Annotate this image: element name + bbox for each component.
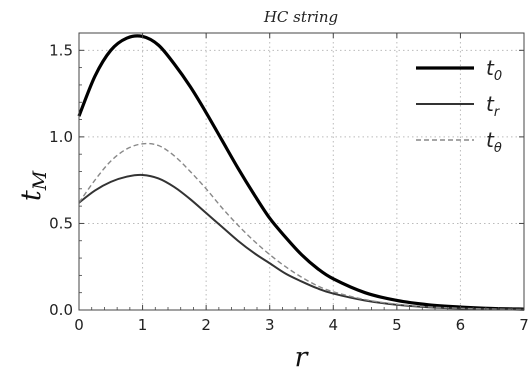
- legend-label: t0: [486, 56, 502, 84]
- x-tick-label: 1: [138, 316, 148, 334]
- legend-label: tθ: [486, 128, 502, 156]
- legend-label: tr: [486, 92, 501, 120]
- x-tick-label: 5: [392, 316, 402, 334]
- y-tick-label: 1.0: [49, 128, 73, 146]
- x-tick-label: 2: [201, 316, 211, 334]
- legend-label-main: t: [486, 56, 495, 80]
- series-layer: [77, 34, 525, 311]
- ticks: 0 1 2 3 4 5 6 7 0.0 0.5 1.0 1.5: [49, 32, 528, 334]
- x-tick-label: 3: [265, 316, 275, 334]
- legend-label-sub: θ: [494, 141, 502, 156]
- series-line-θ: [78, 142, 525, 311]
- legend-label-main: t: [486, 92, 495, 116]
- plot-frame: [78, 32, 525, 311]
- chart-title: HC string: [263, 8, 338, 26]
- y-tick-label: 1.5: [49, 41, 73, 59]
- y-axis-label-sub: M: [29, 170, 51, 191]
- legend-label-sub: 0: [494, 69, 502, 84]
- x-tick-label: 4: [329, 316, 339, 334]
- y-tick-label: 0.5: [49, 214, 73, 232]
- legend-label-main: t: [486, 128, 495, 152]
- y-axis-label: tM: [16, 170, 51, 201]
- x-tick-label: 6: [456, 316, 466, 334]
- series-line-0: [77, 34, 525, 311]
- y-tick-label: 0.0: [49, 301, 73, 319]
- x-tick-label: 0: [74, 316, 84, 334]
- series-line-r: [78, 173, 525, 311]
- legend-label-sub: r: [494, 105, 501, 120]
- x-tick-label: 7: [519, 316, 528, 334]
- y-axis-label-main: t: [16, 190, 47, 201]
- x-axis-label: r: [295, 342, 310, 373]
- svg-text:tM: tM: [16, 170, 51, 201]
- grid: [79, 33, 524, 310]
